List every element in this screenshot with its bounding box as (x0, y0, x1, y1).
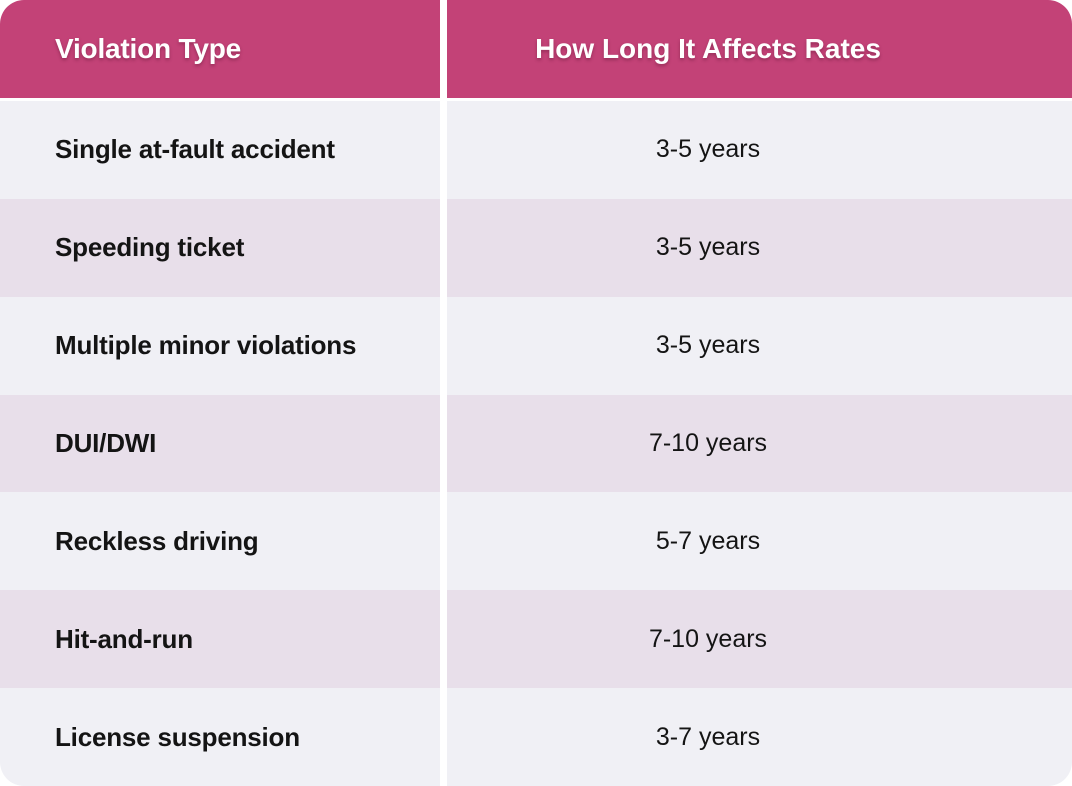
violation-cell: Reckless driving (0, 492, 440, 591)
violation-cell: Single at-fault accident (0, 101, 440, 199)
column-header-violation-type: Violation Type (0, 0, 440, 98)
duration-cell: 7-10 years (447, 590, 1072, 689)
table-row: Speeding ticket 3-5 years (0, 198, 1072, 297)
violation-cell: Multiple minor violations (0, 296, 440, 395)
violation-cell: License suspension (0, 688, 440, 786)
violation-cell: Hit-and-run (0, 590, 440, 689)
table-row: Single at-fault accident 3-5 years (0, 101, 1072, 199)
duration-cell: 3-7 years (447, 688, 1072, 786)
table-row: Multiple minor violations 3-5 years (0, 296, 1072, 395)
table-row: DUI/DWI 7-10 years (0, 394, 1072, 493)
duration-cell: 3-5 years (447, 296, 1072, 395)
table-header-row: Violation Type How Long It Affects Rates (0, 0, 1072, 101)
table-row: License suspension 3-7 years (0, 688, 1072, 786)
violation-cell: Speeding ticket (0, 198, 440, 297)
table-row: Reckless driving 5-7 years (0, 492, 1072, 591)
duration-cell: 5-7 years (447, 492, 1072, 591)
column-header-duration: How Long It Affects Rates (447, 0, 1072, 98)
duration-cell: 7-10 years (447, 394, 1072, 493)
duration-cell: 3-5 years (447, 198, 1072, 297)
violation-cell: DUI/DWI (0, 394, 440, 493)
duration-cell: 3-5 years (447, 101, 1072, 199)
table-row: Hit-and-run 7-10 years (0, 590, 1072, 689)
